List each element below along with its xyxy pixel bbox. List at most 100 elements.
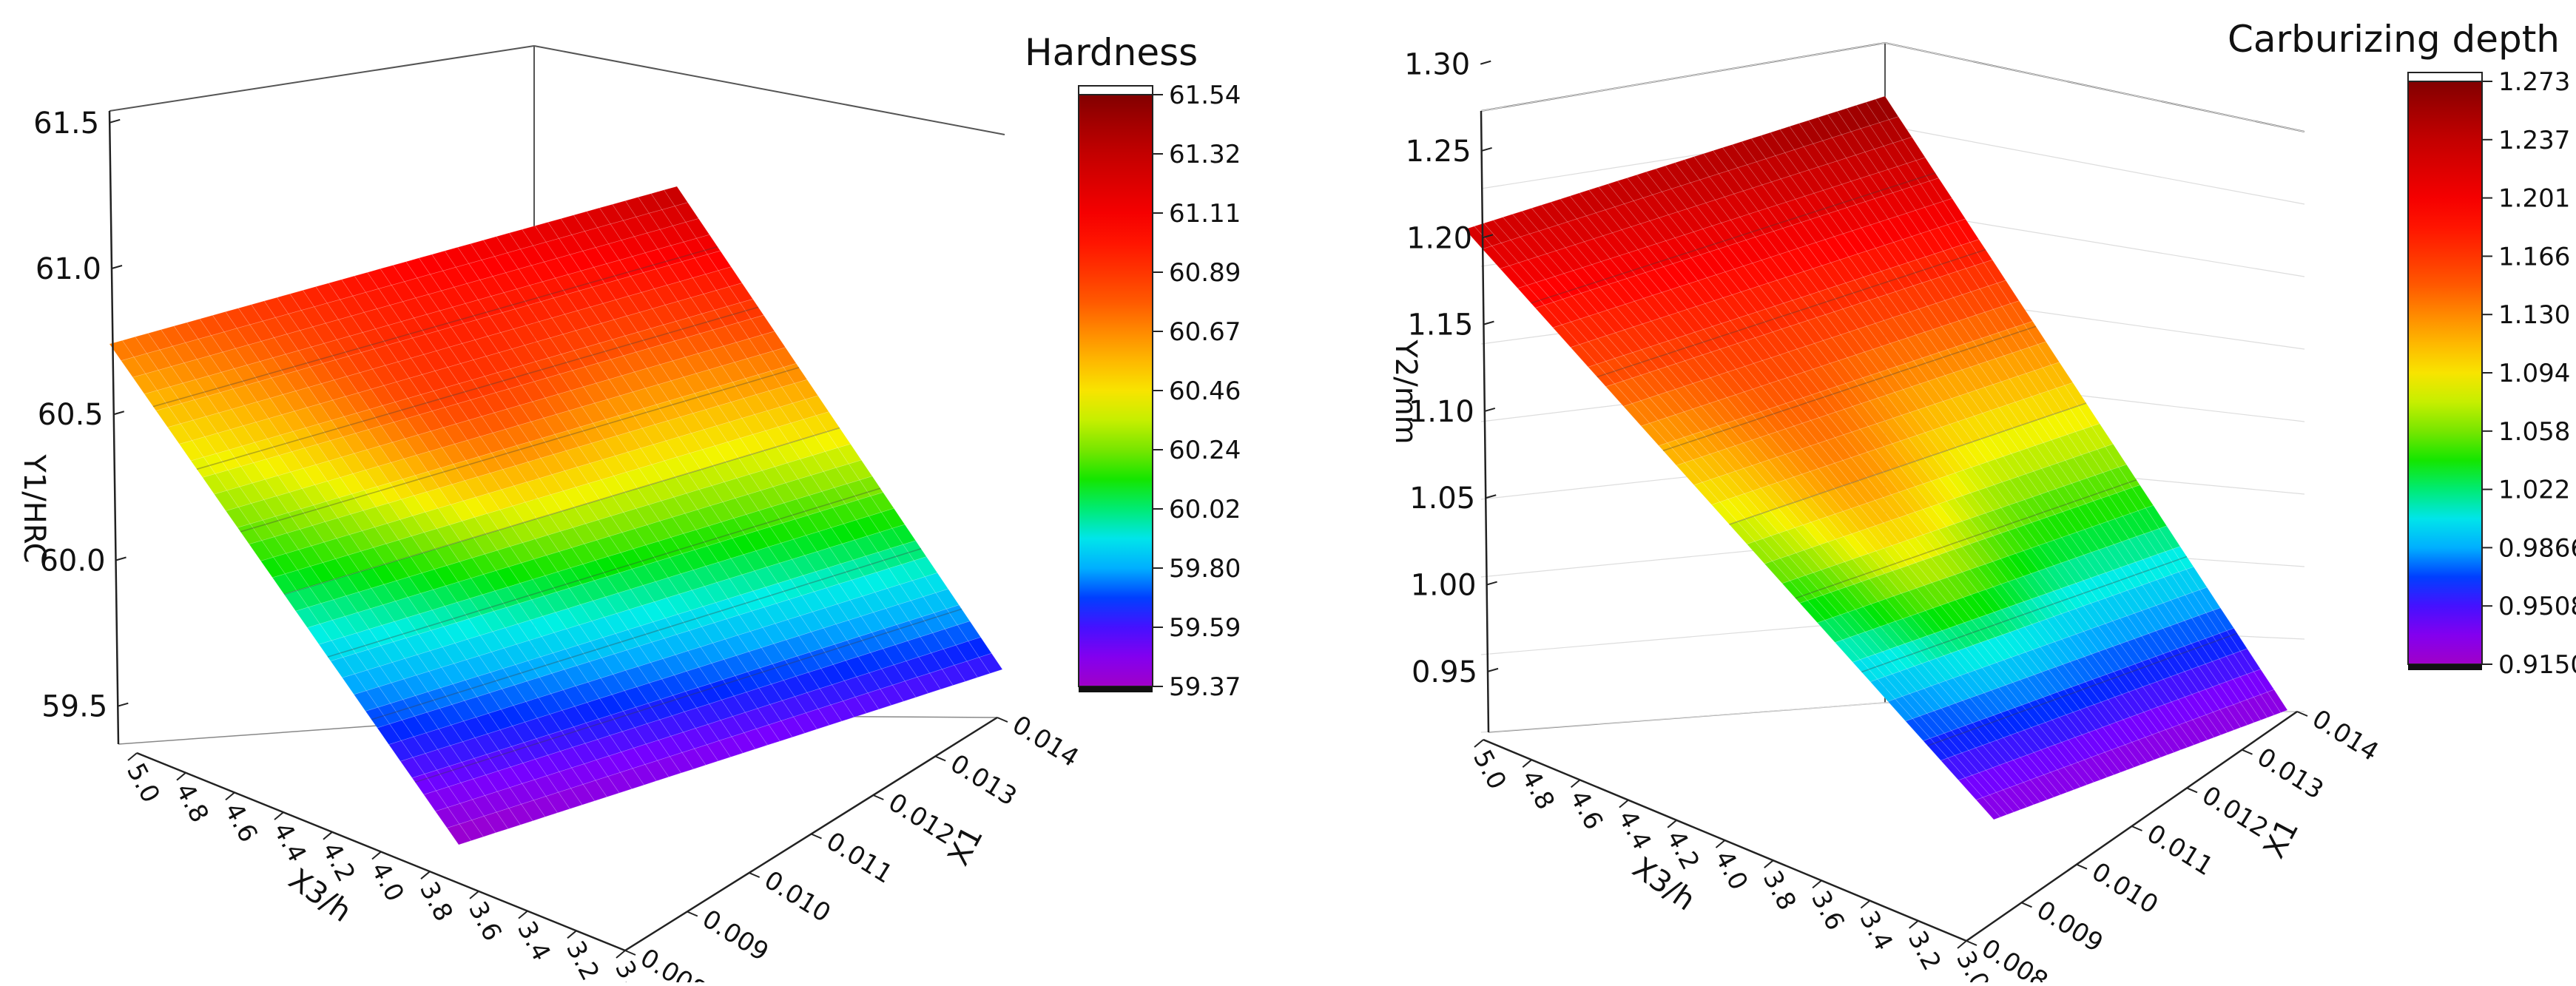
colorbar-tick-label: 0.9508 [2498,592,2576,621]
x-tick-mark [469,891,479,899]
colorbar [1078,94,1153,687]
z-tick-label: 60.5 [38,398,104,432]
x-tick-mark [225,791,235,801]
z-tick-mark [1486,581,1497,586]
z-axis-label: Y2/mm [1389,339,1423,444]
x-tick-label: 4.6 [1564,786,1609,835]
x-tick-label: 4.8 [1515,766,1560,815]
x-tick-mark [518,910,528,919]
colorbar-tick-label: 1.130 [2498,300,2570,330]
colorbar-tick-label: 1.058 [2498,417,2570,447]
y-tick-label: 0.011 [2142,819,2219,882]
colorbar-tick-label: 60.46 [1169,376,1241,406]
y-tick-label: 0.010 [759,865,836,929]
surface-contour [240,367,800,533]
x-tick-label: 3.6 [1805,886,1850,936]
y-tick-mark [2296,711,2308,717]
surface-contour [152,246,718,408]
y-tick-label: 0.012 [2196,780,2273,844]
colorbar-title: Hardness [1025,31,1198,74]
colorbar-tick-label: 1.166 [2498,242,2570,271]
z-tick-label: 1.10 [1409,395,1474,429]
z-tick-label: 60.0 [39,544,105,578]
surface-contour [1795,479,2137,599]
surface-contour [283,427,840,595]
x-tick-label: 3.2 [560,936,605,982]
x-tick-label: 4.8 [169,778,215,828]
z-tick-mark [118,702,129,707]
colorbar-tick-label: 61.11 [1169,199,1241,229]
z-axis-line [1480,110,1490,733]
surface [1464,95,2288,820]
colorbar-cap-bottom [1079,686,1153,692]
x-tick-mark [1909,920,1919,929]
z-tick-label: 61.5 [33,107,99,141]
x-tick-mark [274,811,284,820]
x-tick-label: 4.0 [1709,845,1754,895]
x-tick-label: 4.4 [1612,806,1657,855]
x-tick-label: 3.8 [1757,866,1802,916]
colorbar-tick-label: 61.32 [1169,140,1241,169]
z-tick-label: 0.95 [1412,655,1477,689]
z-tick-mark [1481,147,1492,152]
y-tick-label: 0.014 [1007,710,1084,774]
x-tick-mark [1715,840,1726,848]
surface-contour [1596,249,1986,378]
z-tick-label: 1.05 [1409,482,1475,516]
surface-contour [414,608,962,783]
x-tick-mark [420,871,431,879]
y-tick-mark [997,717,1008,723]
z-tick-label: 1.20 [1406,221,1472,255]
colorbar-cap-bottom [2408,664,2482,670]
x-tick-mark [1812,879,1822,889]
y-tick-label: 0.009 [697,904,774,968]
colorbar-tick-label: 1.094 [2498,359,2570,388]
y-tick-mark [872,794,884,800]
surface-cell [978,652,1003,674]
x-tick-label: 5.0 [121,758,166,808]
surface-contour [1531,172,1936,304]
wall-gridline [1884,42,2305,132]
colorbar-tick-label: 60.89 [1169,258,1241,288]
x-tick-mark [1667,820,1677,828]
z-tick-mark [115,556,127,561]
surface-contour [1861,556,2188,673]
x-tick-mark [616,950,626,959]
x-tick-mark [176,771,186,781]
x-tick-mark [323,831,333,840]
x-tick-label: 4.6 [218,798,263,848]
x-tick-mark [1474,739,1484,748]
y-tick-label: 0.009 [2032,895,2108,959]
y-tick-label: 0.014 [2307,704,2384,768]
z-tick-mark [113,411,125,416]
surface-cell [2267,689,2288,713]
surface-contour [327,487,881,658]
z-tick-mark [1480,60,1491,65]
x-tick-label: 3.2 [1902,926,1947,976]
surface-contour [1729,402,2087,525]
colorbar-cap-top [2407,72,2483,82]
colorbar-tick-label: 0.9866 [2498,533,2576,563]
colorbar-cap-top [1078,85,1153,95]
y-tick-mark [811,833,822,840]
z-tick-mark [1485,494,1497,499]
x-tick-label: 3.4 [511,916,556,966]
z-tick-mark [111,265,123,269]
y-tick-mark [687,911,698,917]
colorbar-tick-label: 59.80 [1169,554,1241,584]
y-tick-mark [934,755,946,762]
z-tick-label: 1.30 [1404,48,1470,82]
x-tick-label: 5.0 [1467,745,1512,794]
colorbar-tick-label: 1.237 [2498,126,2570,155]
colorbar-tick-label: 59.59 [1169,613,1241,643]
colorbar-tick-label: 60.24 [1169,436,1241,465]
y-tick-mark [2076,863,2088,870]
surface-contour [1927,632,2238,747]
z-tick-mark [1487,667,1499,672]
x-tick-mark [1619,799,1629,808]
colorbar [2407,81,2483,665]
z-tick-mark [1484,407,1496,412]
y-tick-label: 0.010 [2086,857,2163,920]
